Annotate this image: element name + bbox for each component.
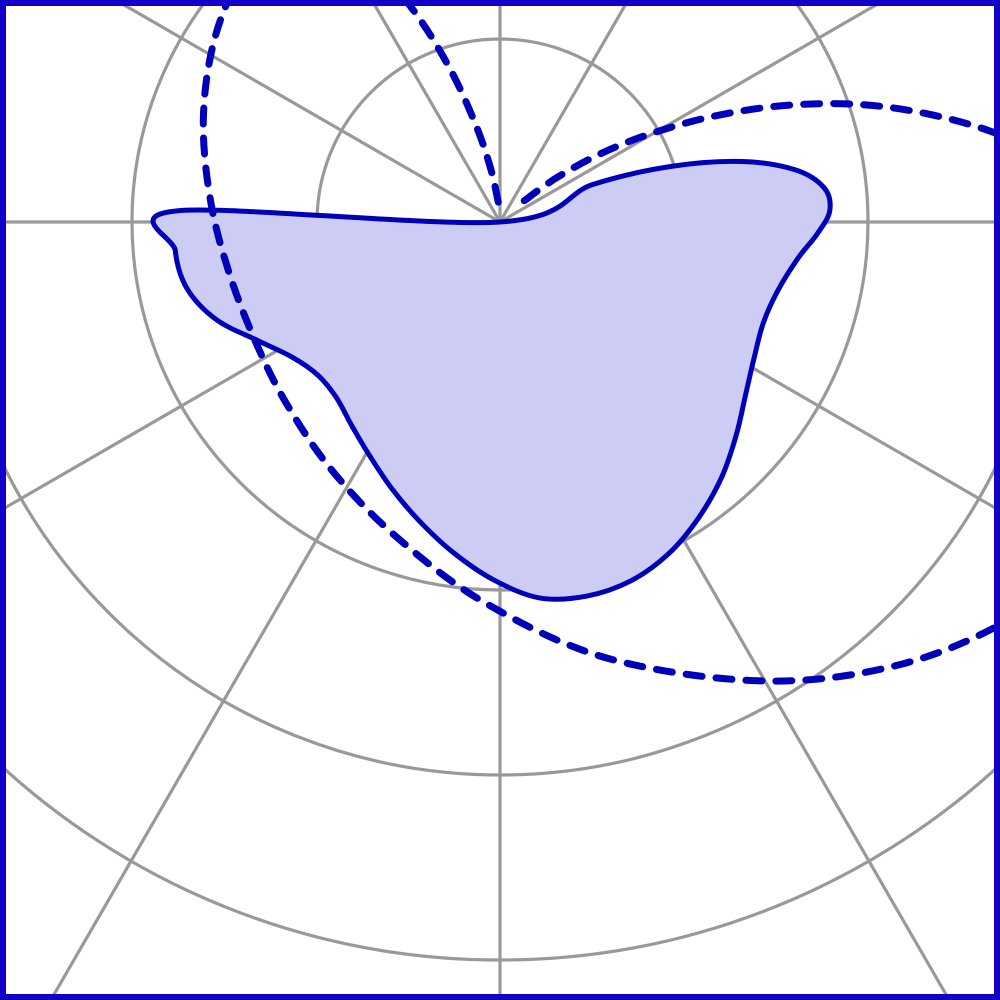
grid-spoke-120deg <box>369 0 502 223</box>
series-fill-main-lobe <box>153 161 831 600</box>
data-series-layer <box>150 0 1000 685</box>
grid-spoke-150deg <box>112 0 501 224</box>
series-line-main-lobe <box>150 158 833 602</box>
grid-spoke-30deg <box>499 0 888 224</box>
series-line-secondary-pattern <box>199 0 1000 685</box>
grid-spoke-60deg <box>498 0 631 223</box>
